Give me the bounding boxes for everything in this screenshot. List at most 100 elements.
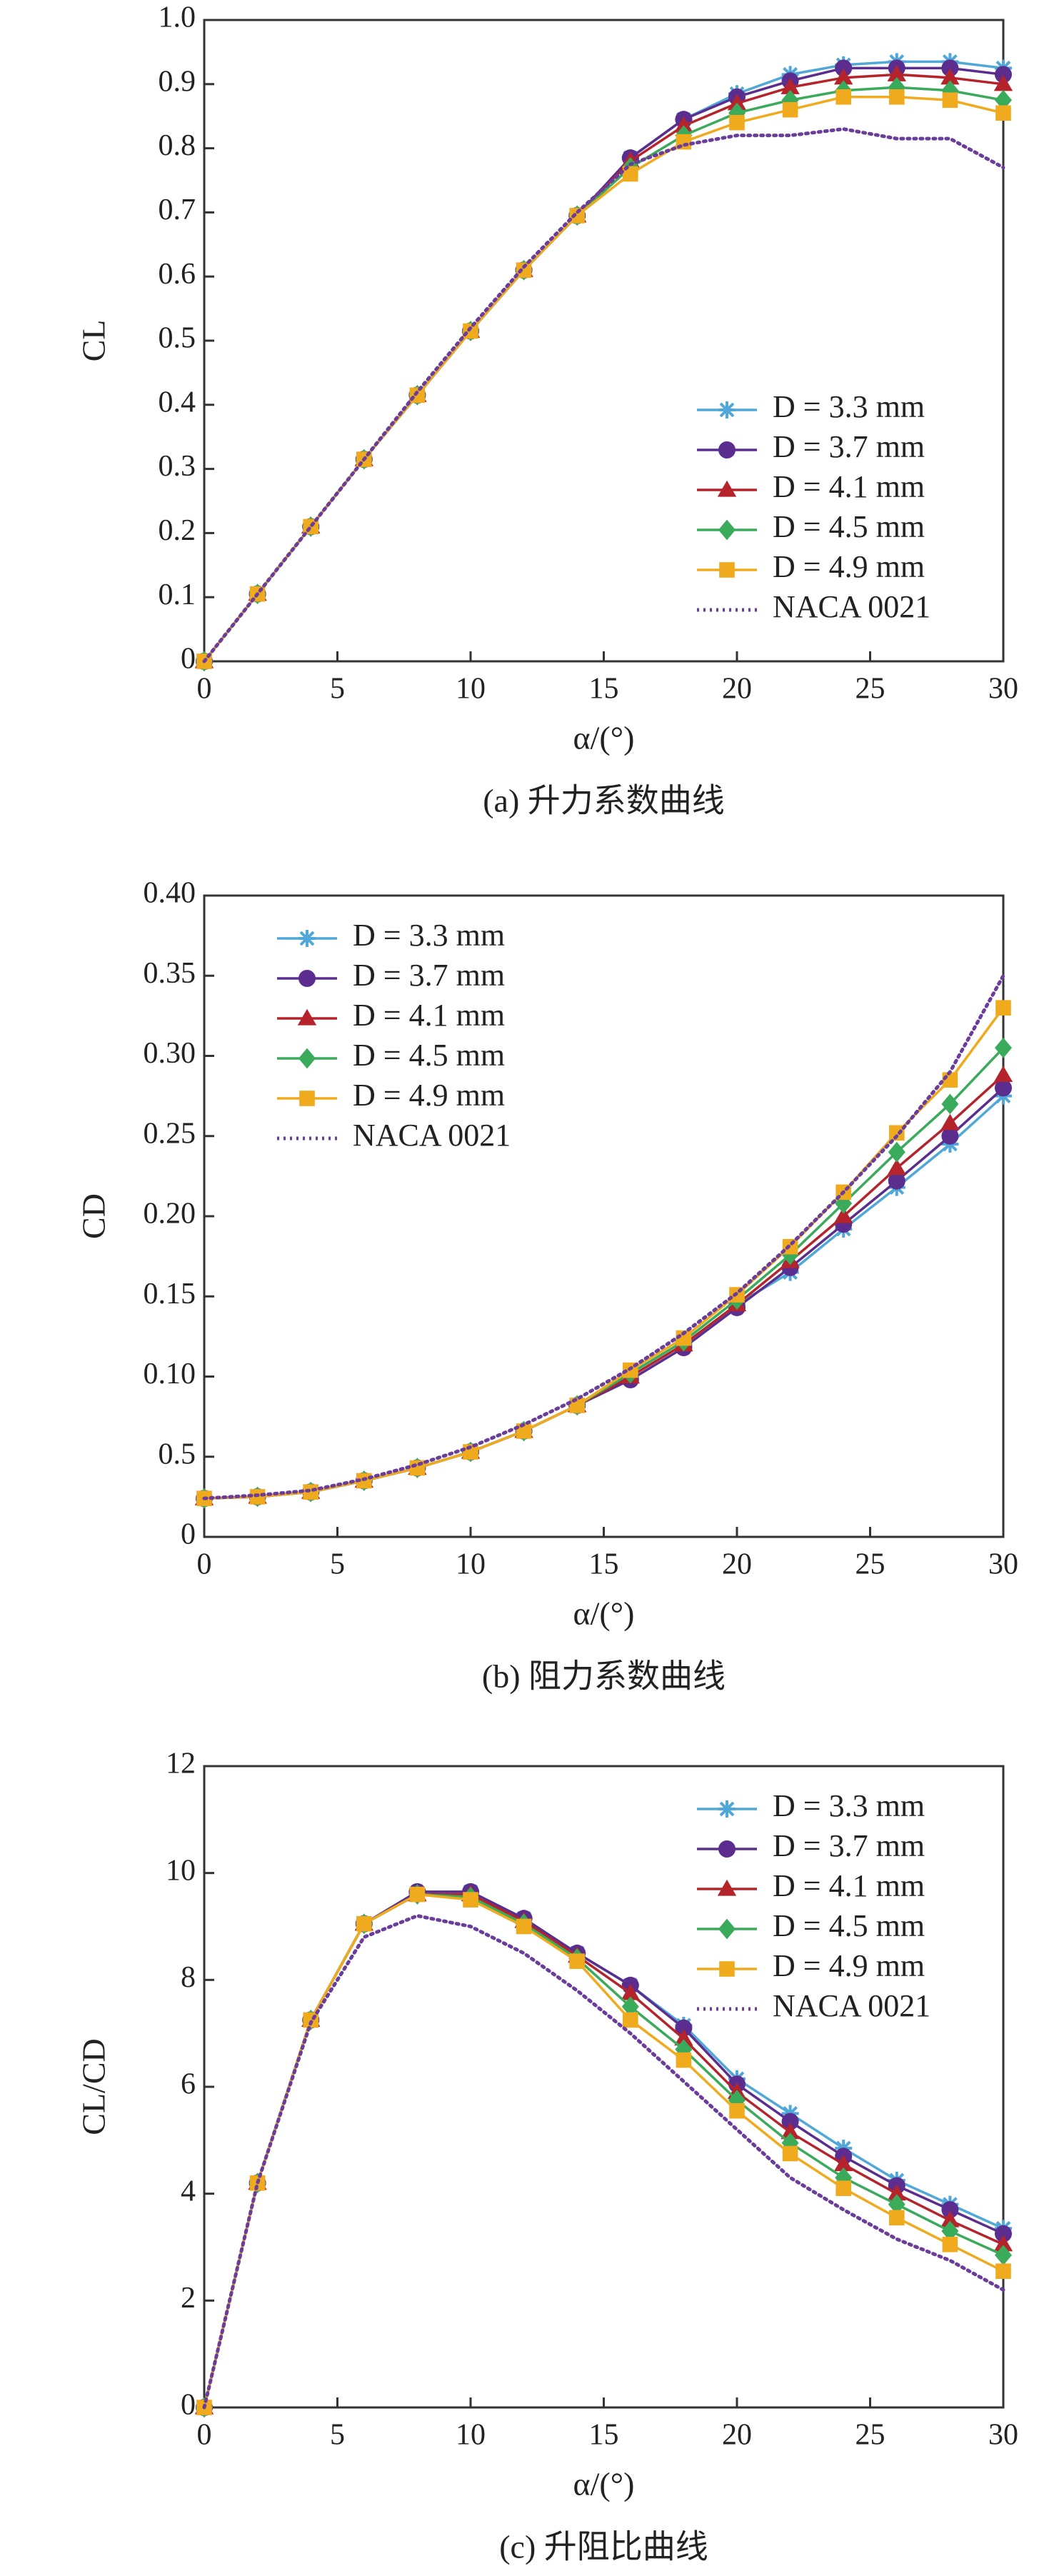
marker bbox=[623, 2012, 638, 2028]
y-tick-label: 0.40 bbox=[144, 877, 196, 910]
marker bbox=[834, 68, 853, 85]
y-tick-label: 0.3 bbox=[159, 450, 196, 483]
legend-marker bbox=[717, 480, 737, 497]
marker bbox=[781, 2113, 799, 2130]
x-tick-label: 30 bbox=[988, 673, 1018, 706]
marker bbox=[995, 1037, 1012, 1058]
series-line bbox=[202, 973, 1005, 1500]
marker bbox=[941, 2220, 959, 2242]
x-tick-label: 5 bbox=[330, 2419, 345, 2452]
series-line bbox=[202, 1913, 1005, 2410]
marker bbox=[888, 1172, 905, 1190]
x-axis-label: α/(°) bbox=[573, 720, 635, 756]
marker bbox=[781, 78, 800, 94]
legend-label: D = 4.9 mm bbox=[353, 1078, 505, 1113]
caption: (a) 升力系数曲线 bbox=[483, 783, 725, 819]
marker bbox=[835, 59, 853, 77]
x-axis-label: α/(°) bbox=[573, 1595, 635, 1632]
legend-label: D = 3.3 mm bbox=[773, 1788, 925, 1823]
y-tick-label: 1.0 bbox=[159, 1, 196, 34]
marker bbox=[888, 2194, 905, 2215]
series-line bbox=[203, 1046, 1005, 1500]
legend-marker bbox=[719, 562, 735, 578]
marker bbox=[621, 1996, 639, 2018]
x-tick-label: 20 bbox=[722, 673, 752, 706]
legend-marker bbox=[718, 519, 736, 541]
y-axis-label: CL/CD bbox=[76, 2038, 112, 2135]
y-tick-label: 0.5 bbox=[159, 1438, 196, 1470]
marker bbox=[676, 2052, 692, 2068]
y-tick-label: 0.15 bbox=[144, 1278, 196, 1310]
marker bbox=[782, 101, 798, 118]
marker bbox=[356, 1915, 372, 1932]
marker bbox=[995, 2263, 1011, 2279]
marker bbox=[887, 2184, 906, 2201]
y-axis-label: CL bbox=[76, 320, 112, 362]
y-tick-label: 0 bbox=[181, 1518, 196, 1551]
legend-label: D = 4.9 mm bbox=[773, 1948, 925, 1983]
legend-label: D = 4.5 mm bbox=[773, 509, 925, 544]
y-tick-label: 0.8 bbox=[159, 129, 196, 162]
legend-label: D = 3.3 mm bbox=[353, 918, 505, 953]
marker bbox=[993, 2235, 1013, 2252]
legend-label: D = 4.1 mm bbox=[773, 1868, 925, 1903]
legend-marker bbox=[298, 1048, 316, 1069]
marker bbox=[569, 1953, 585, 1969]
marker bbox=[942, 92, 958, 109]
legend-label: D = 3.7 mm bbox=[773, 1828, 925, 1863]
marker bbox=[781, 2123, 800, 2140]
legend-label: D = 4.1 mm bbox=[353, 998, 505, 1033]
marker bbox=[835, 2167, 853, 2188]
marker bbox=[941, 1093, 959, 1115]
marker bbox=[834, 1206, 853, 1223]
legend-label: D = 3.7 mm bbox=[773, 429, 925, 464]
marker bbox=[995, 105, 1011, 121]
marker bbox=[728, 2090, 746, 2111]
y-tick-label: 6 bbox=[181, 2068, 196, 2101]
marker bbox=[940, 68, 960, 85]
x-tick-label: 15 bbox=[589, 1548, 619, 1581]
legend-marker bbox=[298, 970, 316, 987]
marker bbox=[888, 76, 905, 98]
y-tick-label: 0 bbox=[181, 643, 196, 676]
marker bbox=[940, 1113, 960, 1131]
marker bbox=[569, 208, 585, 224]
marker bbox=[887, 1158, 906, 1176]
y-tick-label: 0.35 bbox=[144, 957, 196, 990]
legend-label: NACA 0021 bbox=[353, 1118, 511, 1153]
marker bbox=[993, 74, 1013, 91]
series-line bbox=[203, 1006, 1005, 1500]
marker bbox=[995, 66, 1012, 84]
series-line bbox=[202, 127, 1005, 663]
marker bbox=[995, 2245, 1012, 2266]
marker bbox=[888, 1141, 905, 1163]
legend-label: D = 4.5 mm bbox=[773, 1908, 925, 1943]
y-tick-label: 0.10 bbox=[144, 1358, 196, 1390]
y-tick-label: 4 bbox=[181, 2175, 196, 2207]
legend-label: NACA 0021 bbox=[773, 589, 930, 624]
marker bbox=[941, 1127, 959, 1145]
marker bbox=[995, 1000, 1011, 1016]
marker bbox=[889, 1125, 905, 1141]
marker bbox=[729, 2103, 745, 2119]
marker bbox=[887, 65, 906, 81]
legend-label: NACA 0021 bbox=[773, 1988, 930, 2023]
x-tick-label: 0 bbox=[197, 1548, 212, 1581]
series-line bbox=[203, 1094, 1005, 1500]
marker bbox=[674, 116, 693, 133]
marker bbox=[835, 89, 851, 105]
marker bbox=[303, 1484, 318, 1500]
marker bbox=[835, 2180, 851, 2196]
legend-marker bbox=[718, 441, 736, 458]
y-tick-label: 0.6 bbox=[159, 258, 196, 291]
marker bbox=[782, 2145, 798, 2162]
marker bbox=[941, 59, 959, 77]
y-tick-label: 0.2 bbox=[159, 514, 196, 547]
y-tick-label: 0.1 bbox=[159, 578, 196, 611]
legend-label: D = 3.7 mm bbox=[353, 958, 505, 993]
x-tick-label: 15 bbox=[589, 2419, 619, 2452]
legend-marker bbox=[717, 1879, 737, 1896]
marker bbox=[995, 2225, 1012, 2242]
y-tick-label: 0 bbox=[181, 2389, 196, 2422]
